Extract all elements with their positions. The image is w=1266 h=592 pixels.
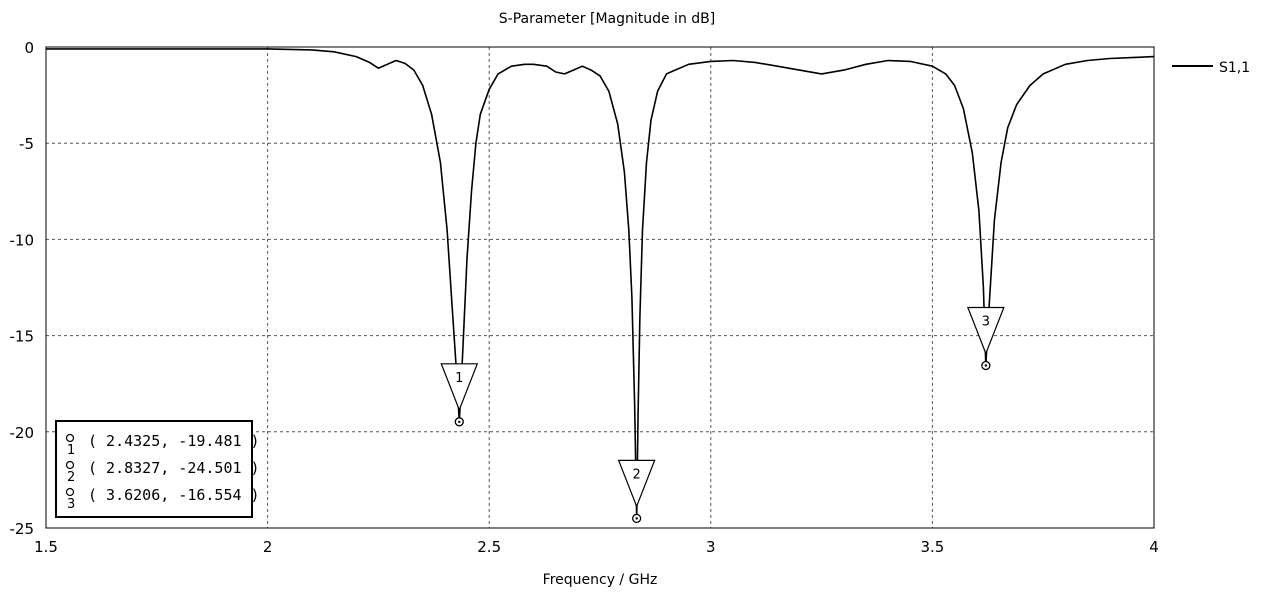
marker-point-center (458, 420, 461, 424)
marker-flag (440, 363, 479, 412)
marker-layer: 1 2 3 (440, 306, 1005, 524)
marker-point-center (635, 517, 638, 520)
marker-point-center (984, 364, 988, 367)
x-tick-label: 3 (706, 538, 716, 556)
series-layer (46, 48, 1155, 520)
readout-marker-id: 3 (67, 497, 75, 512)
x-axis-label: Frequency / GHz (543, 572, 658, 588)
x-tick-label: 2.5 (477, 538, 501, 556)
y-tick-label: -15 (10, 328, 35, 346)
readout-value: ( 2.4325, -19.481 ) (88, 432, 260, 450)
marker-flag (966, 306, 1005, 356)
series-line-s11 (46, 48, 1155, 520)
x-tick-label: 4 (1149, 538, 1159, 556)
readout-marker-id: 2 (67, 470, 75, 485)
readout-value: ( 3.6206, -16.554 ) (88, 486, 260, 504)
readout-value: ( 2.8327, -24.501 ) (88, 459, 260, 477)
tick-labels: 1.5 2 2.5 3 3.5 4 0 -5 -10 -15 -20 -25 (10, 39, 1159, 556)
marker-label: 3 (982, 314, 990, 329)
y-tick-label: -25 (10, 520, 35, 538)
marker-2: 2 (617, 459, 656, 524)
readout-marker-icon (65, 433, 75, 443)
marker-label: 1 (455, 371, 463, 386)
readout-marker-icon (65, 460, 75, 470)
y-tick-label: 0 (24, 39, 34, 57)
y-tick-label: -10 (10, 231, 35, 249)
x-tick-label: 2 (263, 538, 273, 556)
marker-3: 3 (966, 306, 1005, 371)
marker-flag (617, 459, 656, 509)
readout-box-frame (55, 420, 253, 518)
legend-label-s11: S1,1 (1219, 60, 1250, 76)
marker-label: 2 (633, 467, 641, 482)
y-tick-label: -5 (19, 135, 34, 153)
marker-readout-box: 1 ( 2.4325, -19.481 ) 2 ( 2.8327, -24.501 )… (55, 420, 260, 518)
y-tick-label: -20 (10, 424, 35, 442)
marker-1: 1 (440, 363, 479, 427)
x-tick-label: 1.5 (34, 538, 58, 556)
chart-title: S-Parameter [Magnitude in dB] (499, 11, 715, 27)
legend: S1,1 (1172, 60, 1250, 76)
x-tick-label: 3.5 (920, 538, 944, 556)
grid-layer (46, 47, 1154, 528)
readout-marker-icon (65, 487, 75, 497)
plot-frame (45, 46, 1155, 529)
readout-marker-id: 1 (67, 443, 75, 458)
